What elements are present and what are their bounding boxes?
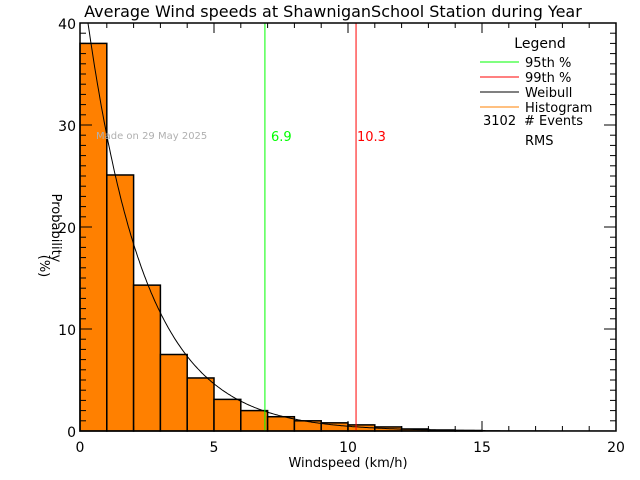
histogram-bar <box>293 420 322 432</box>
watermark: Made on 29 May 2025 <box>96 131 207 142</box>
histogram-bar <box>213 398 242 432</box>
x-tick-label: 0 <box>76 440 85 456</box>
histogram-bar <box>266 415 296 432</box>
histogram-bar <box>186 377 215 432</box>
legend-entry-label: Histogram <box>525 101 592 116</box>
legend-entry-label: 99th % <box>525 71 571 86</box>
histogram-bar <box>132 284 162 432</box>
legend-events-count: 3102 <box>483 114 516 129</box>
y-axis-unit: (%) <box>36 255 51 278</box>
p95-label: 6.9 <box>271 130 292 145</box>
histogram-bar <box>240 409 269 432</box>
histogram-bar <box>106 174 135 432</box>
chart-title: Average Wind speeds at ShawniganSchool S… <box>84 2 582 21</box>
x-axis-label: Windspeed (km/h) <box>288 456 407 471</box>
y-tick-label: 10 <box>58 323 76 339</box>
y-tick-label: 0 <box>67 425 76 441</box>
legend-rms-label: RMS <box>525 134 554 149</box>
legend-entry-label: Weibull <box>525 86 572 101</box>
legend-events-label: # Events <box>524 114 583 129</box>
y-axis-label: Probability <box>48 194 63 263</box>
x-tick-label: 15 <box>473 440 491 456</box>
x-tick-label: 5 <box>210 440 219 456</box>
legend-entry-label: 95th % <box>525 56 571 71</box>
y-tick-label: 20 <box>58 221 76 237</box>
x-tick-label: 20 <box>607 440 625 456</box>
p99-label: 10.3 <box>357 130 386 145</box>
y-tick-label: 30 <box>58 119 76 135</box>
y-tick-label: 40 <box>58 17 76 33</box>
legend-title: Legend <box>514 36 565 52</box>
histogram-bar <box>159 353 188 432</box>
x-tick-label: 10 <box>339 440 357 456</box>
